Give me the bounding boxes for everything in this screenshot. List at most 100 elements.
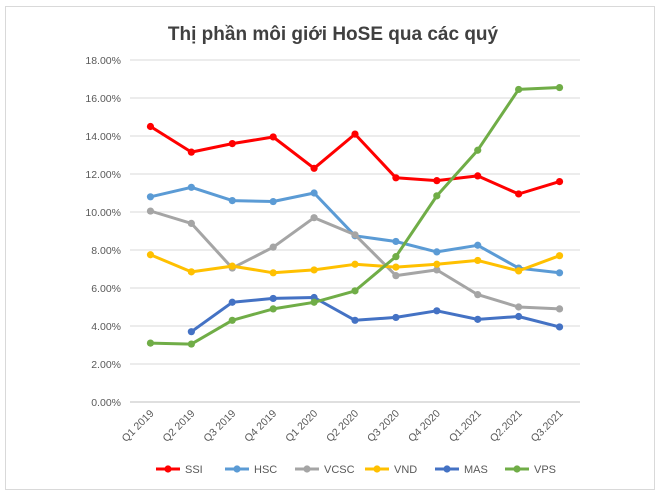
data-point-vps [351,287,359,295]
data-point-ssi [515,190,523,198]
gridlines [130,59,580,403]
legend-marker-vnd [373,465,381,473]
data-point-ssi [433,177,441,185]
y-tick-label: 12.00% [85,169,121,181]
data-point-vps [392,253,400,261]
series-vcsc [146,207,564,313]
legend-marker-vps [513,465,521,473]
x-tick-label: Q2.2021 [488,408,525,445]
data-point-vps [187,340,195,348]
data-point-mas [269,294,277,303]
x-tick-label: Q1.2021 [447,408,484,445]
x-tick-label: Q2 2020 [324,408,361,445]
data-point-ssi [474,172,482,180]
data-point-vps [146,339,155,347]
data-point-vcsc [269,243,277,251]
data-point-ssi [228,140,236,148]
data-point-vnd [392,263,400,271]
data-point-vcsc [146,207,155,215]
data-point-vps [269,305,277,313]
series-mas [187,293,564,336]
x-axis-ticks: Q1 2019 Q2 2019 Q3 2019 Q4 2019 Q1 2020 Q2 20… [120,408,566,445]
data-point-ssi [310,164,318,172]
series-ssi [146,122,564,198]
data-point-vcsc [555,305,564,313]
data-point-hsc [433,248,441,256]
data-point-vps [310,298,318,306]
data-point-vcsc [392,272,400,280]
series-line-hsc [149,185,561,275]
data-point-mas [433,307,441,315]
y-tick-label: 4.00% [91,321,121,333]
data-point-vnd [474,256,482,265]
legend-item-vps: VPS [505,464,556,476]
legend-item-mas: MAS [435,464,488,476]
legend: SSI HSC VCSC VND MAS VPS [156,464,556,476]
data-point-vcsc [351,231,359,239]
data-point-vcsc [515,303,523,311]
data-point-ssi [187,148,195,156]
data-point-vnd [433,260,441,268]
series-line-vps [149,86,561,346]
data-point-hsc [187,183,195,191]
data-point-hsc [392,237,400,246]
data-point-hsc [269,197,277,206]
x-tick-label: Q1 2019 [120,408,157,445]
data-point-vnd [515,267,523,275]
data-point-vps [228,316,236,324]
chart-title: Thị phần môi giới HoSE qua các quý [168,24,499,45]
data-point-mas [515,312,523,321]
data-point-hsc [555,269,564,277]
legend-marker-ssi [164,465,172,473]
data-point-vcsc [433,266,441,274]
x-tick-label: Q3 2020 [365,408,402,445]
data-point-vnd [146,251,155,259]
data-point-ssi [269,133,277,141]
data-point-vnd [187,268,195,276]
series-line-mas [189,296,561,334]
data-point-hsc [228,197,236,205]
data-point-vps [515,85,523,94]
y-tick-label: 14.00% [85,131,121,143]
x-tick-label: Q3 2019 [201,408,238,445]
x-tick-label: Q2 2019 [161,408,198,445]
series-lines [146,83,564,348]
legend-marker-vcsc [303,465,311,473]
y-tick-label: 18.00% [85,55,121,67]
legend-label-mas: MAS [464,464,488,476]
x-tick-label: Q4 2019 [242,408,279,445]
series-vnd [146,251,564,277]
legend-marker-hsc [233,465,241,473]
data-point-vps [555,83,564,92]
data-point-vcsc [187,219,195,227]
y-tick-label: 6.00% [91,283,121,295]
data-point-hsc [310,189,318,197]
data-point-vnd [555,252,564,260]
legend-label-vnd: VND [394,464,417,476]
data-point-vnd [228,262,236,270]
data-point-vnd [351,260,359,268]
data-point-mas [392,313,400,322]
data-point-vnd [269,269,277,277]
x-tick-label: Q4 2020 [406,408,443,445]
x-tick-label: Q3.2021 [529,408,566,445]
data-point-mas [351,316,359,324]
y-tick-label: 16.00% [85,93,121,105]
legend-item-vnd: VND [365,464,417,476]
legend-label-ssi: SSI [185,464,203,476]
data-point-mas [187,328,195,336]
data-point-vcsc [310,214,318,222]
data-point-hsc [474,241,482,249]
legend-item-hsc: HSC [225,464,277,476]
y-axis-ticks: 0.00% 2.00% 4.00% 6.00% 8.00% 10.00% 12.00% 14.… [85,55,121,409]
data-point-mas [474,315,482,323]
y-tick-label: 8.00% [91,245,121,257]
data-point-ssi [146,122,155,131]
y-tick-label: 2.00% [91,359,121,371]
data-point-mas [555,323,564,331]
x-tick-label: Q1 2020 [283,408,320,445]
data-point-vps [433,192,441,200]
legend-label-vps: VPS [534,464,556,476]
y-tick-label: 0.00% [91,397,121,409]
